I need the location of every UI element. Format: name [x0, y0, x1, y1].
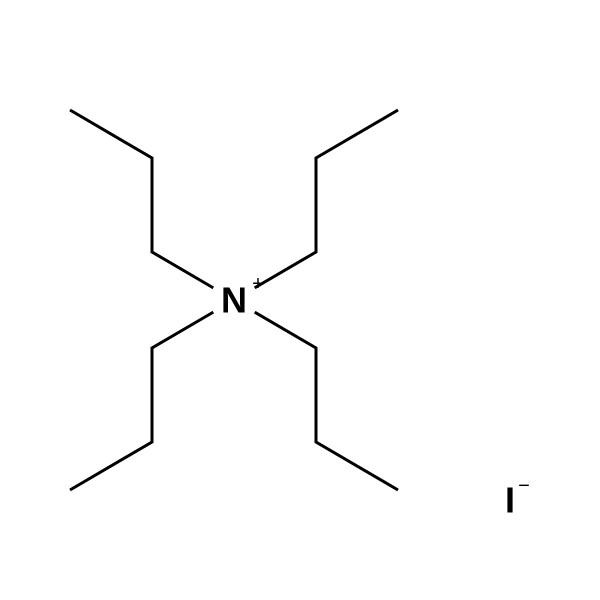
atom-labels: N+ I−: [221, 273, 530, 521]
upper-right-propyl: [255, 110, 398, 288]
nitrogen-label: N: [221, 280, 247, 321]
iodide-charge: −: [518, 475, 530, 497]
molecule-diagram: N+ I−: [0, 0, 600, 600]
lower-right-propyl: [255, 312, 398, 490]
iodide-label: I: [505, 480, 515, 521]
nitrogen-charge: +: [252, 273, 264, 295]
upper-left-propyl: [70, 110, 213, 288]
lower-left-propyl: [70, 312, 213, 490]
